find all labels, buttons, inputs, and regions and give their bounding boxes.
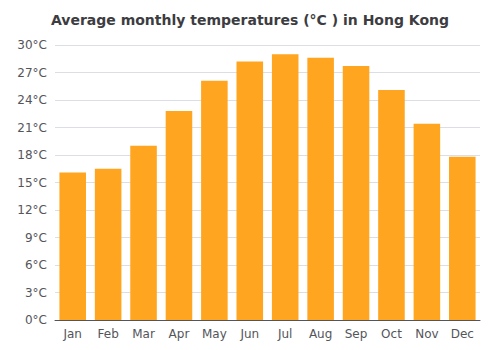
svg-text:3°C: 3°C	[25, 286, 47, 300]
svg-text:Oct: Oct	[381, 327, 402, 341]
svg-text:Dec: Dec	[451, 327, 474, 341]
svg-text:0°C: 0°C	[25, 313, 47, 327]
svg-text:Jun: Jun	[239, 327, 259, 341]
svg-text:9°C: 9°C	[25, 231, 47, 245]
svg-text:Apr: Apr	[169, 327, 190, 341]
svg-text:May: May	[202, 327, 227, 341]
svg-text:Jan: Jan	[62, 327, 82, 341]
svg-text:27°C: 27°C	[17, 66, 47, 80]
svg-text:6°C: 6°C	[25, 258, 47, 272]
svg-text:Average monthly temperatures (: Average monthly temperatures (°C ) in Ho…	[51, 12, 449, 28]
svg-text:30°C: 30°C	[17, 38, 47, 52]
svg-text:21°C: 21°C	[17, 121, 47, 135]
svg-text:Feb: Feb	[98, 327, 119, 341]
svg-text:Aug: Aug	[309, 327, 332, 341]
svg-text:24°C: 24°C	[17, 93, 47, 107]
svg-text:Jul: Jul	[277, 327, 292, 341]
svg-text:Mar: Mar	[132, 327, 155, 341]
svg-text:18°C: 18°C	[17, 148, 47, 162]
svg-text:12°C: 12°C	[17, 203, 47, 217]
svg-text:15°C: 15°C	[17, 176, 47, 190]
svg-text:Sep: Sep	[345, 327, 368, 341]
svg-text:Nov: Nov	[415, 327, 438, 341]
